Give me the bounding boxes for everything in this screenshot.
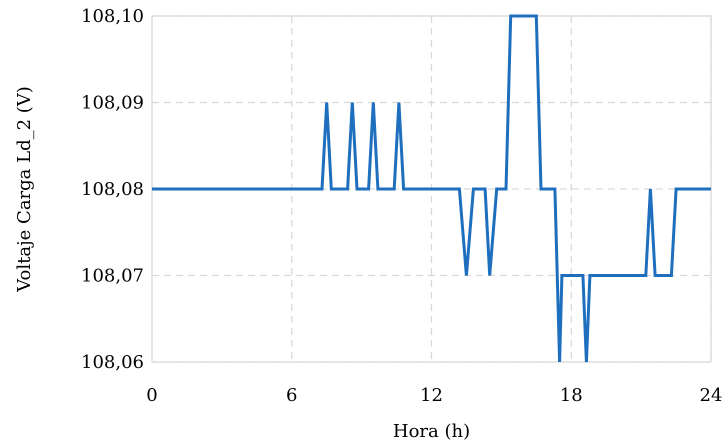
y-tick-label: 108,07 xyxy=(81,266,144,287)
y-axis-title: Voltaje Carga Ld_2 (V) xyxy=(14,86,35,293)
x-tick-label: 12 xyxy=(420,385,443,406)
y-tick-label: 108,09 xyxy=(81,93,144,114)
x-tick-label: 6 xyxy=(286,385,297,406)
series-layer xyxy=(152,14,711,363)
y-tick-label: 108,08 xyxy=(81,179,144,200)
series-line xyxy=(152,14,711,363)
y-axis-tick-labels: 108,06 108,07 108,08 108,09 108,10 xyxy=(81,6,144,373)
y-tick-label: 108,10 xyxy=(81,6,144,27)
x-tick-label: 18 xyxy=(560,385,583,406)
x-tick-label: 24 xyxy=(700,385,723,406)
x-axis-title: Hora (h) xyxy=(393,421,470,442)
x-axis-tick-labels: 0 6 12 18 24 xyxy=(146,385,722,406)
y-tick-label: 108,06 xyxy=(81,352,144,373)
x-tick-label: 0 xyxy=(146,385,157,406)
